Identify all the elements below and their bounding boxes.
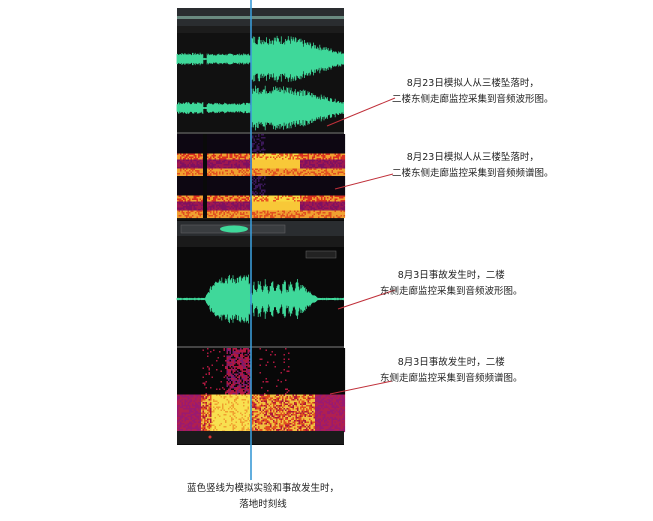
spectrogram-channel-2: [177, 176, 346, 219]
top-audio-editor-screenshot: [176, 8, 346, 220]
spectrogram: [177, 348, 346, 433]
annotation-text: 东侧走廊监控采集到音频波形图。: [380, 286, 523, 297]
annotation-text: 8月23日模拟人从三楼坠落时，: [406, 152, 539, 163]
bottom-audio-editor-screenshot: [176, 220, 346, 445]
annotation-waveform-aug23: 8月23日模拟人从三楼坠落时， 二楼东侧走廊监控采集到音频波形图。: [392, 76, 554, 108]
annotation-text: 8月3日事故发生时，二楼: [397, 357, 505, 368]
time-ruler: [177, 236, 344, 247]
spectrogram-channel-1: [177, 134, 346, 177]
annotation-text: 8月23日模拟人从三楼坠落时，: [406, 78, 539, 89]
zoom-control[interactable]: [305, 250, 337, 259]
annotation-text: 8月3日事故发生时，二楼: [397, 270, 505, 281]
pointer-lines: [326, 97, 396, 395]
time-ruler: [177, 26, 344, 33]
annotation-waveform-aug3: 8月3日事故发生时，二楼 东侧走廊监控采集到音频波形图。: [380, 268, 523, 300]
transport-controls[interactable]: [177, 431, 344, 444]
annotation-spectrogram-aug23: 8月23日模拟人从三楼坠落时， 二楼东侧走廊监控采集到音频频谱图。: [392, 150, 554, 182]
annotation-text: 二楼东侧走廊监控采集到音频波形图。: [392, 94, 554, 105]
caption-text: 落地时刻线: [239, 499, 287, 510]
annotation-text: 东侧走廊监控采集到音频频谱图。: [380, 373, 523, 384]
annotation-text: 二楼东侧走廊监控采集到音频频谱图。: [392, 168, 554, 179]
caption: 蓝色竖线为模拟实验和事故发生时， 落地时刻线: [182, 481, 344, 513]
annotation-spectrogram-aug3: 8月3日事故发生时，二楼 东侧走廊监控采集到音频频谱图。: [380, 355, 523, 387]
caption-text: 蓝色竖线为模拟实验和事故发生时，: [186, 483, 339, 494]
